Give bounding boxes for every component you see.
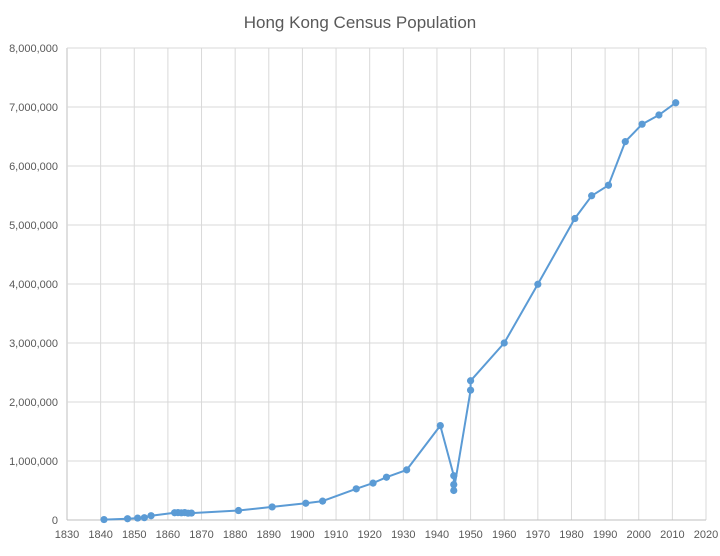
data-point bbox=[621, 138, 629, 146]
x-tick-label: 1830 bbox=[55, 529, 79, 541]
x-tick-label: 1970 bbox=[526, 529, 550, 541]
y-tick-label: 7,000,000 bbox=[9, 102, 58, 114]
data-point bbox=[234, 506, 243, 515]
x-tick-label: 1880 bbox=[223, 529, 247, 541]
y-tick-label: 3,000,000 bbox=[9, 338, 58, 350]
data-point bbox=[187, 509, 196, 517]
data-point bbox=[369, 479, 377, 487]
x-tick-label: 1910 bbox=[324, 529, 348, 541]
y-tick-label: 2,000,000 bbox=[9, 397, 58, 409]
data-point bbox=[147, 512, 155, 520]
data-point bbox=[450, 481, 458, 489]
x-tick-label: 1990 bbox=[593, 529, 617, 541]
x-tick-label: 2010 bbox=[660, 529, 684, 541]
x-tick-label: 2000 bbox=[626, 529, 650, 541]
x-tick-label: 1840 bbox=[88, 529, 112, 541]
data-point bbox=[672, 99, 680, 107]
data-point bbox=[100, 515, 108, 524]
data-point bbox=[436, 422, 444, 430]
x-tick-label: 1940 bbox=[425, 529, 449, 541]
data-point bbox=[268, 503, 276, 511]
x-tick-label: 1980 bbox=[559, 529, 583, 541]
y-tick-label: 5,000,000 bbox=[9, 220, 58, 232]
data-point bbox=[382, 473, 391, 481]
data-point bbox=[450, 486, 458, 495]
x-tick-label: 1920 bbox=[357, 529, 381, 541]
x-tick-label: 1960 bbox=[492, 529, 516, 541]
data-point bbox=[571, 214, 579, 223]
data-point bbox=[655, 111, 663, 119]
x-tick-label: 1930 bbox=[391, 529, 415, 541]
x-tick-label: 1860 bbox=[156, 529, 180, 541]
horizontal-gridlines bbox=[67, 47, 706, 521]
series-line bbox=[103, 101, 677, 521]
data-point bbox=[134, 514, 142, 522]
y-tick-label: 8,000,000 bbox=[9, 43, 58, 55]
data-point bbox=[319, 497, 327, 505]
y-tick-label: 6,000,000 bbox=[9, 161, 58, 173]
data-point bbox=[123, 515, 132, 523]
data-point bbox=[588, 192, 596, 200]
chart-title: Hong Kong Census Population bbox=[244, 13, 477, 32]
data-point bbox=[638, 120, 646, 128]
data-point bbox=[302, 499, 310, 507]
data-point bbox=[403, 466, 411, 474]
x-tick-label: 1890 bbox=[257, 529, 281, 541]
y-axis-tick-labels: 0 1,000,000 2,000,000 3,000,000 4,000,000 5,0… bbox=[9, 43, 58, 527]
x-axis-tick-labels: 1830 1840 1850 1860 1870 1880 1890 1900 1910 1920… bbox=[55, 529, 718, 541]
data-point bbox=[352, 485, 360, 493]
data-point bbox=[604, 181, 613, 189]
x-tick-label: 2020 bbox=[694, 529, 718, 541]
y-tick-label: 1,000,000 bbox=[9, 456, 58, 468]
data-point bbox=[466, 377, 475, 385]
data-point bbox=[140, 514, 148, 522]
y-tick-label: 4,000,000 bbox=[9, 279, 58, 291]
data-point bbox=[534, 280, 542, 288]
data-point bbox=[500, 339, 508, 347]
data-point bbox=[466, 386, 475, 394]
series-layer bbox=[100, 99, 680, 524]
x-tick-label: 1870 bbox=[189, 529, 213, 541]
data-point bbox=[450, 472, 458, 480]
x-tick-label: 1950 bbox=[458, 529, 482, 541]
y-tick-label: 0 bbox=[52, 515, 58, 527]
x-tick-label: 1900 bbox=[290, 529, 314, 541]
x-tick-label: 1850 bbox=[122, 529, 146, 541]
